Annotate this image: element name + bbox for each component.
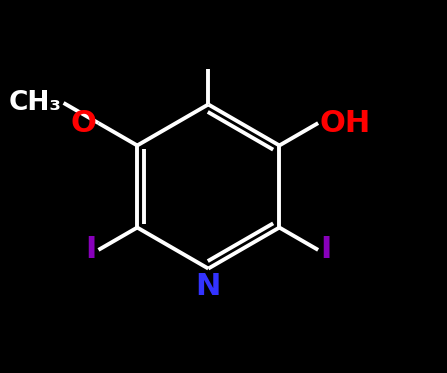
Text: OH: OH — [320, 109, 371, 138]
Text: N: N — [196, 272, 221, 301]
Text: I: I — [85, 235, 97, 264]
Text: O: O — [71, 109, 97, 138]
Text: I: I — [320, 235, 331, 264]
Text: CH₃: CH₃ — [9, 90, 62, 116]
